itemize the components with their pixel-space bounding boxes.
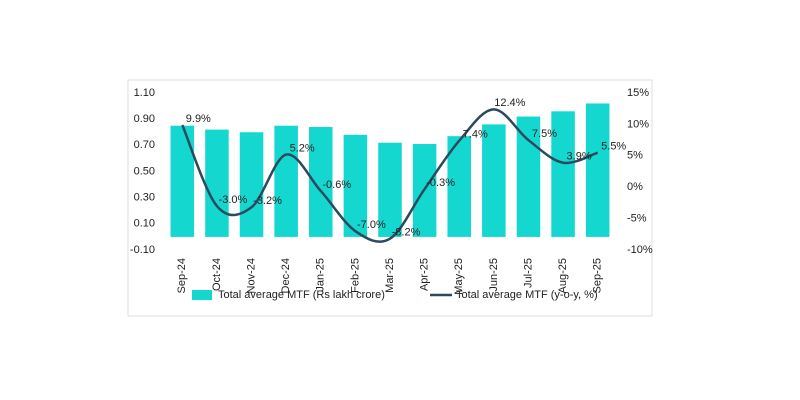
data-label: -8.2% bbox=[392, 227, 421, 239]
bar bbox=[239, 132, 264, 237]
x-tick-label: Jun-25 bbox=[488, 258, 500, 292]
x-tick-label: Apr-25 bbox=[419, 258, 431, 291]
data-label: -7.0% bbox=[357, 219, 386, 231]
line bbox=[181, 108, 599, 243]
bar bbox=[482, 124, 506, 237]
x-tick-label: Sep-24 bbox=[176, 258, 188, 293]
data-label: -0.3% bbox=[426, 177, 455, 189]
bar bbox=[447, 136, 471, 237]
data-label: -3.2% bbox=[253, 195, 282, 207]
data-label: 5.5% bbox=[601, 141, 626, 153]
x-tick-label: Oct-24 bbox=[211, 258, 223, 291]
y-tick-label: 0.30 bbox=[134, 192, 155, 204]
bar bbox=[170, 125, 195, 237]
y-tick-label: 0.70 bbox=[134, 139, 155, 151]
x-tick-label: Sep-25 bbox=[592, 258, 604, 293]
x-tick-label: May-25 bbox=[453, 258, 465, 295]
chart-frame bbox=[127, 79, 653, 317]
bar bbox=[378, 142, 402, 237]
y-tick-label: 0.50 bbox=[134, 165, 155, 177]
bar bbox=[343, 134, 368, 237]
legend-label: Total average MTF (Rs lakh crore) bbox=[218, 289, 385, 301]
bar bbox=[205, 129, 229, 237]
legend-swatch bbox=[192, 290, 212, 300]
bar bbox=[516, 116, 541, 237]
x-tick-label: Jul-25 bbox=[522, 258, 534, 288]
x-tick-label: Nov-24 bbox=[245, 258, 257, 293]
x-tick-label: Dec-24 bbox=[280, 258, 292, 293]
y2-tick-label: 15% bbox=[627, 87, 649, 99]
y-tick-label: 0.10 bbox=[134, 218, 155, 230]
bar bbox=[309, 127, 333, 237]
y2-tick-label: 5% bbox=[627, 150, 643, 162]
x-tick-label: Jan-25 bbox=[315, 258, 327, 292]
y-tick-label: -0.10 bbox=[130, 244, 155, 256]
data-label: 3.9% bbox=[567, 151, 592, 163]
x-tick-label: Feb-25 bbox=[349, 258, 361, 293]
bar bbox=[274, 125, 298, 237]
data-label: 7.5% bbox=[532, 128, 557, 140]
y2-tick-label: 10% bbox=[627, 118, 649, 130]
y-tick-label: 1.10 bbox=[134, 87, 155, 99]
x-tick-label: Mar-25 bbox=[384, 258, 396, 293]
data-label: 9.9% bbox=[186, 113, 211, 125]
x-tick-label: Aug-25 bbox=[557, 258, 569, 293]
y2-tick-label: -10% bbox=[627, 244, 653, 256]
legend-label: Total average MTF (y-o-y, %) bbox=[456, 289, 598, 301]
data-label: -3.0% bbox=[219, 194, 248, 206]
data-label: 7.4% bbox=[463, 129, 488, 141]
y2-tick-label: -5% bbox=[627, 213, 647, 225]
bar bbox=[551, 111, 575, 237]
data-label: -0.6% bbox=[322, 179, 351, 191]
data-label: 12.4% bbox=[494, 97, 525, 109]
y2-tick-label: 0% bbox=[627, 181, 643, 193]
y-tick-label: 0.90 bbox=[134, 113, 155, 125]
data-label: 5.2% bbox=[290, 142, 315, 154]
bar bbox=[585, 103, 610, 237]
